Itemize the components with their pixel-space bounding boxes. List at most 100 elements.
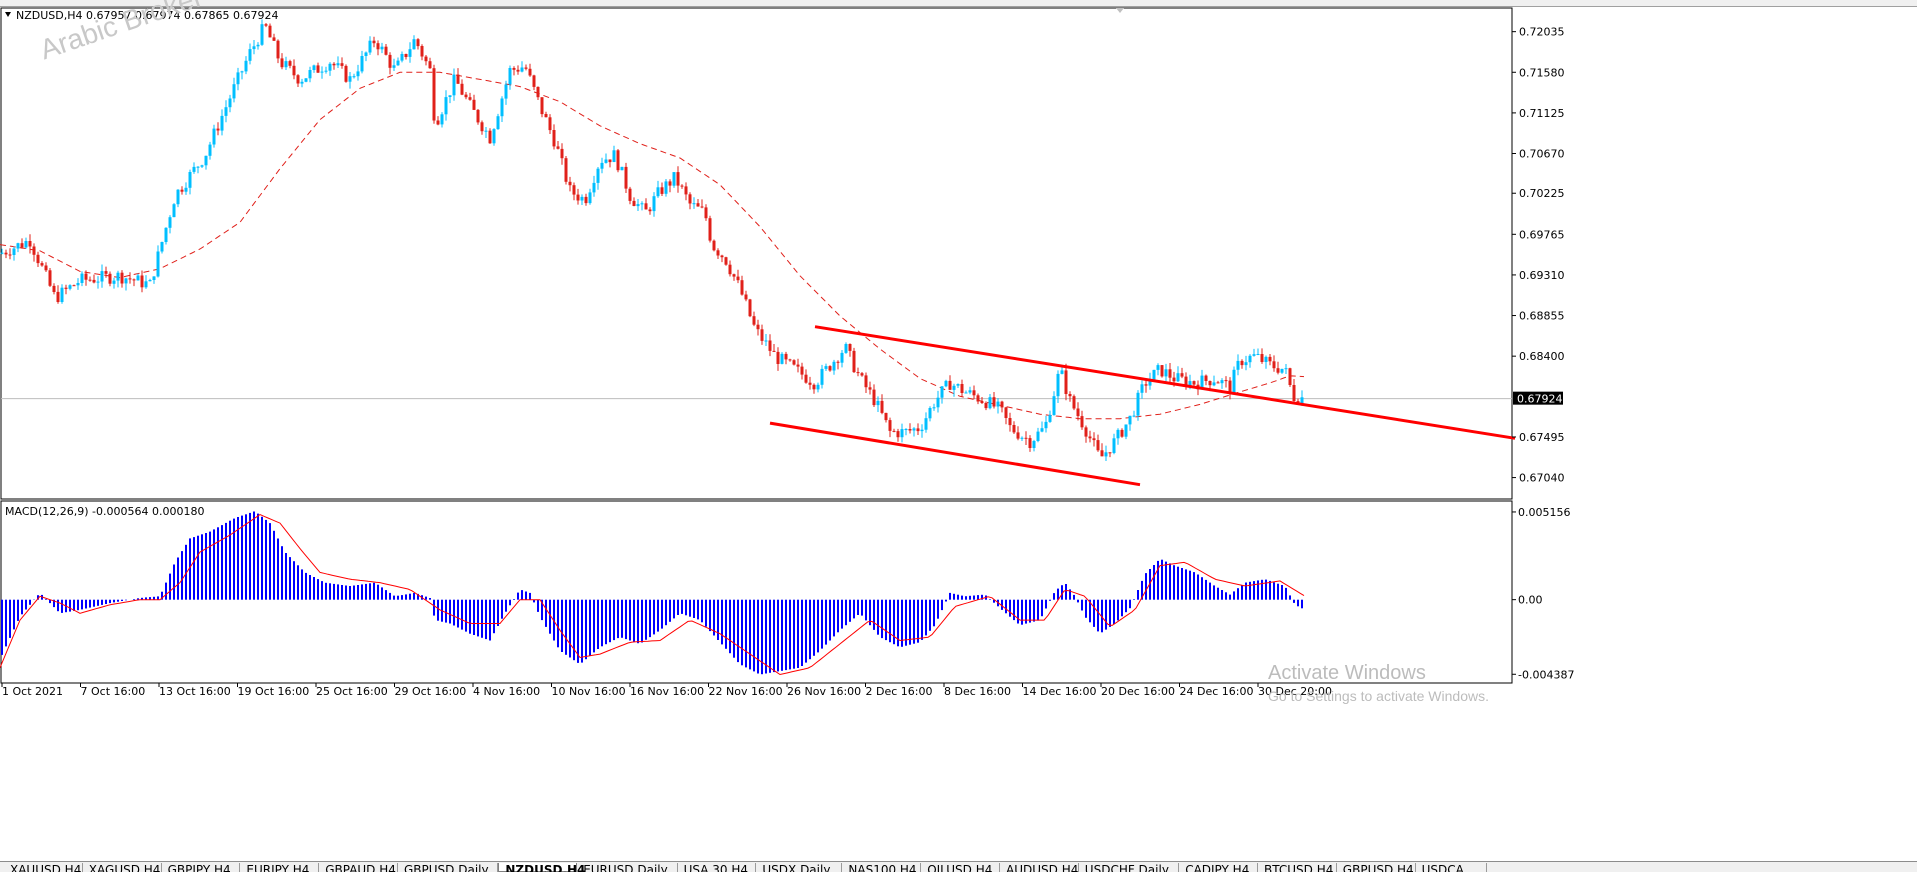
candle-down: [216, 128, 220, 131]
candle-up: [1280, 368, 1284, 373]
candle-down: [888, 420, 892, 431]
candle-up: [400, 54, 404, 61]
candle-down: [1092, 438, 1096, 441]
chart-tab[interactable]: CADJPY,H4: [1179, 863, 1258, 872]
candle-up: [932, 407, 936, 409]
candle-down: [52, 285, 56, 292]
time-tick-label: 2 Dec 16:00: [866, 685, 933, 698]
candle-down: [704, 207, 708, 219]
candle-up: [1252, 354, 1256, 356]
candle-down: [20, 243, 24, 248]
candle-down: [28, 241, 32, 247]
time-tick-label: 16 Nov 16:00: [630, 685, 704, 698]
candle-up: [1132, 415, 1136, 417]
candle-down: [880, 400, 884, 413]
candle-up: [780, 353, 784, 364]
candle-up: [996, 401, 1000, 407]
candle-up: [360, 56, 364, 72]
candle-down: [488, 130, 492, 144]
candle-down: [1064, 370, 1068, 394]
candle-down: [420, 46, 424, 57]
candle-down: [268, 25, 272, 38]
candle-down: [848, 344, 852, 351]
candle-down: [628, 188, 632, 201]
candle-down: [480, 122, 484, 132]
candle-down: [984, 402, 988, 409]
candle-down: [1276, 368, 1280, 373]
candle-down: [548, 117, 552, 131]
candle-up: [936, 397, 940, 408]
time-tick-label: 30 Dec 20:00: [1258, 685, 1332, 698]
candle-down: [468, 97, 472, 100]
price-tick-label: 0.71125: [1519, 107, 1565, 120]
chart-tab[interactable]: XAGUSD,H4: [83, 863, 162, 872]
candle-down: [476, 109, 480, 123]
chart-tab[interactable]: XAUUSD,H4: [4, 863, 83, 872]
candle-down: [1224, 380, 1228, 382]
candle-up: [1036, 431, 1040, 441]
candles-layer[interactable]: [0, 19, 1304, 462]
candle-down: [1168, 369, 1172, 378]
candle-up: [672, 172, 676, 186]
chart-tab[interactable]: AUDUSD,H4: [1000, 863, 1079, 872]
chart-tab[interactable]: GBPJPY,H4: [162, 863, 241, 872]
chart-tab[interactable]: EURUSD,Daily: [577, 863, 678, 872]
chart-tab[interactable]: USA 30,H4: [678, 863, 757, 872]
candle-up: [260, 24, 264, 45]
candle-down: [1096, 440, 1100, 451]
chart-tab[interactable]: NAS100,H4: [842, 863, 922, 872]
candle-down: [108, 273, 112, 284]
candle-up: [1244, 362, 1248, 366]
candle-down: [720, 255, 724, 258]
candle-up: [96, 281, 100, 283]
chart-tab[interactable]: GBPAUD,H4: [319, 863, 398, 872]
current-price-badge: [1513, 391, 1563, 405]
candle-down: [748, 299, 752, 317]
candle-down: [1120, 429, 1124, 437]
candle-down: [700, 206, 704, 208]
price-tick-label: 0.67495: [1519, 431, 1565, 444]
macd-signal-line: [0, 514, 1305, 676]
candle-up: [116, 272, 120, 281]
candle-up: [588, 192, 592, 204]
candle-down: [712, 240, 716, 251]
candle-down: [1108, 452, 1112, 454]
candle-down: [460, 83, 464, 95]
candle-up: [816, 384, 820, 390]
chart-tab[interactable]: GBPUSD,Daily: [398, 863, 499, 872]
price-tick-label: 0.70670: [1519, 148, 1565, 161]
candle-up: [944, 380, 948, 387]
chart-tab[interactable]: OILUSD,H4: [921, 863, 1000, 872]
chart-tab[interactable]: EURJPY,H4: [240, 863, 320, 872]
candle-up: [1232, 369, 1236, 393]
candle-up: [924, 418, 928, 430]
shift-marker-icon[interactable]: [1116, 8, 1124, 13]
candle-up: [1220, 380, 1224, 384]
candle-down: [708, 218, 712, 241]
candle-up: [664, 181, 668, 194]
time-tick-label: 10 Nov 16:00: [552, 685, 626, 698]
candle-down: [908, 429, 912, 431]
candle-down: [688, 194, 692, 204]
candle-down: [732, 274, 736, 277]
candle-up: [832, 361, 836, 371]
trendline-layer[interactable]: [769, 325, 1516, 487]
time-tick-label: 20 Dec 16:00: [1101, 685, 1175, 698]
candle-up: [200, 165, 204, 167]
macd-pane-frame: [0, 500, 1513, 684]
chart-tab[interactable]: USDX,Daily: [756, 863, 843, 872]
candle-up: [604, 159, 608, 163]
chart-tab[interactable]: GBPUSD,H4: [1337, 863, 1416, 872]
candle-down: [660, 187, 664, 194]
candle-up: [448, 95, 452, 97]
terminal-toolbar-edge: [0, 0, 1917, 7]
candle-up: [364, 52, 368, 56]
chart-tab[interactable]: BTCUSD,H4: [1258, 863, 1337, 872]
chart-tab[interactable]: USDCHF,Daily: [1079, 863, 1180, 872]
chart-tab[interactable]: USDCA...: [1416, 863, 1488, 872]
candle-down: [540, 97, 544, 115]
candle-up: [508, 68, 512, 85]
candle-up: [16, 243, 20, 249]
chart-menu-triangle-icon[interactable]: [5, 12, 11, 17]
